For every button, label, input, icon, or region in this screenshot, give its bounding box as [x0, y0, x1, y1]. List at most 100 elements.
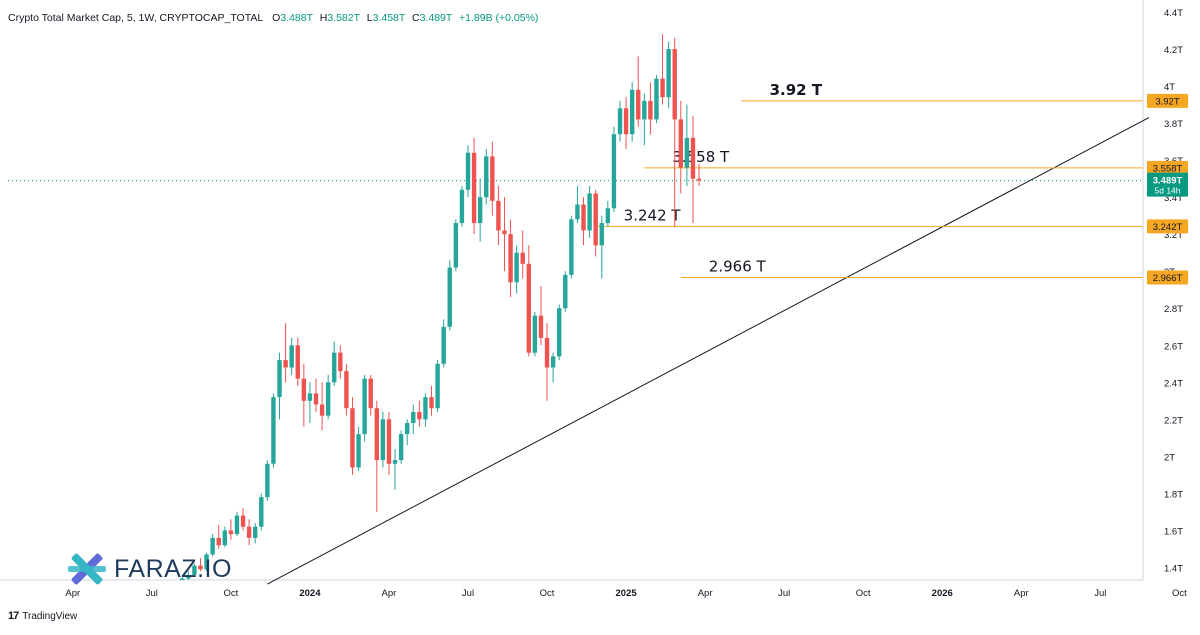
candle-body: [490, 156, 495, 201]
candle-body: [313, 393, 319, 405]
candle-body: [186, 574, 191, 579]
level-axis-badge: [1147, 160, 1188, 175]
candle-body: [180, 578, 185, 580]
y-tick-label: 1.6T: [1164, 526, 1183, 537]
candle-body: [259, 497, 264, 527]
candle-body: [629, 89, 635, 135]
candle-body: [453, 223, 459, 268]
candle-body: [605, 208, 611, 224]
candle-body: [435, 363, 440, 409]
candle-body: [386, 419, 392, 464]
x-tick-label: Apr: [65, 588, 80, 599]
candle-body: [593, 193, 598, 246]
current-price-label: 3.489T: [1153, 176, 1183, 187]
candle-body: [684, 137, 690, 168]
candle-body: [295, 345, 300, 379]
candle-body: [301, 378, 307, 401]
faraz-watermark: FARAZ.IO: [66, 548, 232, 590]
y-tick-label: 2.4T: [1164, 378, 1183, 389]
symbol-legend: Crypto Total Market Cap, 5, 1W, CRYPTOCA…: [8, 12, 538, 24]
candle-body: [325, 382, 331, 416]
candle-body: [332, 352, 337, 383]
candle-body: [417, 411, 422, 420]
candle-body: [563, 274, 568, 309]
candle-body: [526, 263, 531, 353]
level-axis-label: 3.558T: [1153, 163, 1183, 174]
candle-body: [617, 108, 623, 135]
level-annotation: 3.92 T: [770, 81, 823, 99]
x-tick-label: Jul: [146, 588, 158, 599]
level-axis-badge: [1147, 93, 1188, 108]
candle-body: [660, 78, 665, 98]
candle-body: [459, 189, 465, 224]
candle-body: [411, 411, 416, 424]
candle-body: [368, 378, 373, 409]
candle-body: [587, 193, 592, 231]
legend-high-label: H: [319, 12, 328, 24]
tradingview-brand: TradingView: [22, 610, 78, 622]
level-axis-badge: [1147, 270, 1188, 285]
candle-body: [192, 565, 197, 575]
candle-body: [216, 537, 221, 546]
candle-body: [502, 230, 507, 235]
candle-body: [228, 530, 234, 535]
candle-body: [289, 345, 294, 368]
candle-body: [696, 178, 702, 181]
x-tick-label: Jul: [1094, 588, 1106, 599]
x-tick-label: Apr: [1014, 588, 1029, 599]
candle-body: [648, 100, 653, 120]
candle-body: [666, 49, 671, 98]
candle-body: [599, 223, 604, 246]
candle-body: [356, 434, 361, 468]
candle-body: [307, 393, 313, 401]
candle-body: [550, 356, 556, 368]
x-tick-label: Apr: [698, 588, 713, 599]
candle-body: [204, 554, 209, 570]
candle-body: [538, 315, 544, 338]
candle-body: [338, 352, 343, 372]
candle-body: [210, 537, 215, 555]
candle-body: [471, 152, 477, 224]
candle-body: [374, 408, 379, 461]
faraz-logo-icon: [68, 553, 106, 585]
x-tick-label: Oct: [856, 588, 871, 599]
candle-body: [271, 397, 276, 464]
candle-body: [623, 108, 629, 135]
candle-body: [441, 326, 446, 364]
candle-body: [222, 530, 227, 546]
candle-body: [234, 515, 240, 535]
candle-body: [636, 89, 641, 120]
candle-body: [253, 526, 258, 538]
candle-body: [246, 526, 252, 538]
level-axis-badge: [1147, 219, 1188, 234]
candle-body: [642, 100, 647, 120]
candle-body: [380, 419, 386, 461]
candle-body: [477, 197, 483, 224]
level-annotation: 2.966 T: [709, 258, 767, 276]
candle-body: [508, 234, 513, 283]
candle-body: [654, 78, 659, 120]
candle-body: [344, 371, 349, 409]
candle-body: [350, 408, 355, 468]
x-tick-label: Jul: [778, 588, 790, 599]
candle-body: [575, 204, 580, 220]
candle-body: [569, 219, 574, 275]
tradingview-footer[interactable]: 17 TradingView: [8, 610, 77, 622]
y-tick-label: 1.4T: [1164, 563, 1183, 574]
candle-body: [319, 404, 325, 416]
x-tick-label: 2024: [299, 588, 321, 599]
support-trendline: [267, 117, 1150, 585]
candle-body: [678, 119, 683, 168]
y-tick-label: 2.2T: [1164, 415, 1183, 426]
candle-body: [581, 204, 586, 231]
legend-low-label: L: [366, 12, 373, 24]
legend-open: 3.488T: [280, 12, 313, 24]
candle-body: [520, 252, 525, 264]
current-price-badge: [1147, 172, 1188, 197]
candle-body: [198, 565, 203, 570]
legend-symbol: Crypto Total Market Cap, 5, 1W, CRYPTOCA…: [8, 12, 264, 24]
level-axis-label: 2.966T: [1153, 273, 1183, 284]
legend-close: 3.489T: [419, 12, 453, 24]
